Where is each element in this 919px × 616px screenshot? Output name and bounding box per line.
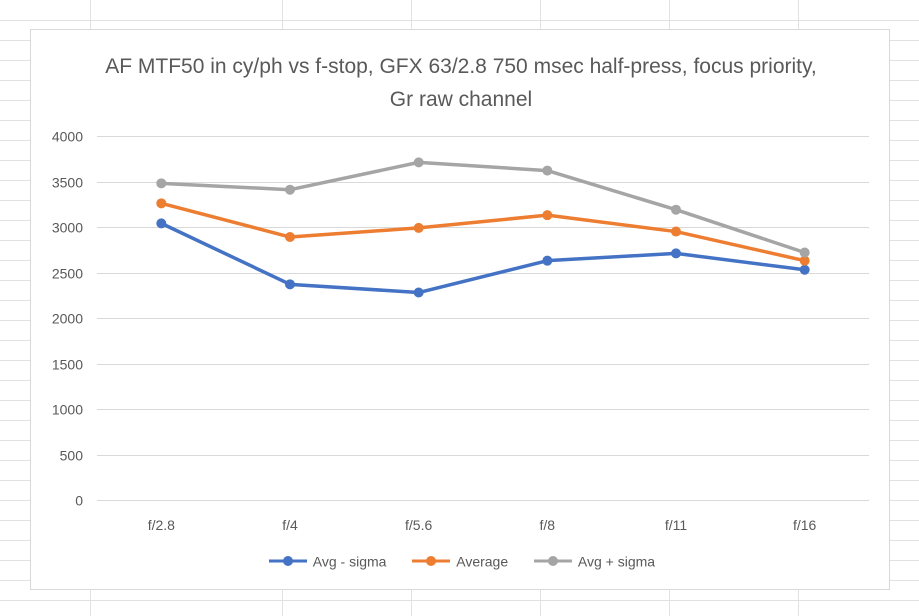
legend-label: Avg + sigma	[577, 552, 656, 569]
data-point[interactable]	[285, 279, 295, 290]
data-point[interactable]	[413, 222, 424, 233]
data-point[interactable]	[285, 184, 295, 195]
legend-item-avg-minus-sigma[interactable]: Avg - sigma	[267, 552, 387, 569]
y-axis-tick-labels: 0 500 1000 1500 2000 2500 3000 3500 4000	[52, 129, 83, 509]
data-point[interactable]	[671, 248, 681, 259]
legend-marker-icon	[534, 555, 573, 566]
legend[interactable]: Avg - sigma Average Avg + sigma	[31, 551, 891, 569]
chart-title[interactable]: AF MTF50 in cy/ph vs f-stop, GFX 63/2.8 …	[105, 55, 817, 111]
data-point[interactable]	[542, 210, 553, 221]
data-point[interactable]	[542, 255, 553, 266]
legend-label: Average	[456, 552, 509, 569]
legend-item-average[interactable]: Average	[410, 552, 508, 569]
series-0[interactable]	[156, 218, 810, 298]
y-tick-label: 500	[60, 448, 84, 464]
series-line[interactable]	[159, 201, 807, 263]
series-2[interactable]	[156, 157, 810, 258]
data-point[interactable]	[799, 255, 810, 266]
series-1[interactable]	[156, 198, 810, 266]
data-point[interactable]	[285, 232, 295, 243]
legend-label: Avg - sigma	[312, 552, 387, 569]
data-point[interactable]	[799, 247, 810, 258]
data-point[interactable]	[671, 226, 681, 237]
series-layer	[156, 157, 810, 298]
y-tick-label: 1500	[52, 357, 83, 373]
data-point[interactable]	[156, 198, 167, 209]
data-point[interactable]	[542, 165, 553, 176]
data-point[interactable]	[413, 287, 424, 298]
y-tick-label: 1000	[52, 402, 83, 418]
data-point[interactable]	[413, 157, 424, 168]
horizontal-gridlines	[97, 136, 869, 501]
x-tick-label: f/16	[793, 517, 817, 533]
x-tick-label: f/4	[282, 517, 298, 533]
data-point[interactable]	[671, 204, 681, 215]
data-point[interactable]	[156, 218, 167, 229]
x-tick-label: f/8	[540, 517, 556, 533]
legend-item-avg-plus-sigma[interactable]: Avg + sigma	[532, 552, 655, 569]
y-tick-label: 4000	[52, 129, 83, 145]
x-tick-label: f/11	[665, 517, 688, 533]
y-tick-label: 2000	[52, 311, 83, 327]
legend-marker-icon	[412, 555, 451, 566]
series-line[interactable]	[159, 160, 807, 255]
y-tick-label: 3500	[52, 175, 83, 191]
data-point[interactable]	[799, 264, 810, 275]
legend-marker-icon	[268, 555, 307, 566]
series-line[interactable]	[159, 221, 807, 295]
x-tick-label: f/5.6	[405, 517, 432, 533]
chart-area[interactable]: 0 500 1000 1500 2000 2500 3000 3500 4000 f/2.8 f/…	[30, 29, 890, 590]
y-tick-label: 2500	[52, 266, 83, 282]
y-tick-label: 0	[75, 493, 83, 509]
x-axis-tick-labels: f/2.8 f/4 f/5.6 f/8 f/11 f/16	[148, 517, 817, 533]
y-tick-label: 3000	[52, 220, 83, 236]
data-point[interactable]	[156, 178, 167, 189]
x-tick-label: f/2.8	[148, 517, 175, 533]
